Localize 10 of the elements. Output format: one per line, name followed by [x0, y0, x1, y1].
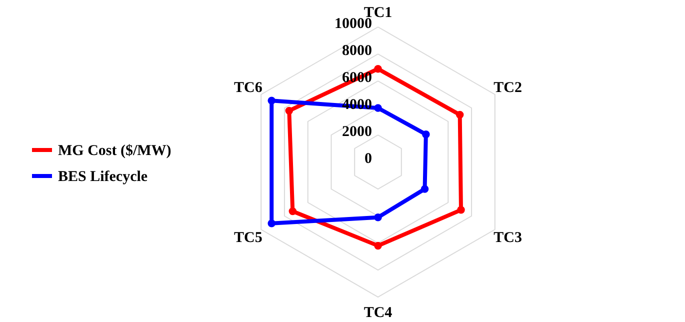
spoke-label: TC5 — [234, 230, 262, 246]
legend-label: BES Lifecycle — [58, 169, 148, 185]
spoke-label: TC6 — [234, 80, 263, 96]
spoke-label: TC3 — [494, 230, 522, 246]
spoke-label: TC2 — [494, 80, 522, 96]
spoke-label: TC4 — [364, 304, 393, 321]
y-tick-label: 8000 — [342, 43, 372, 59]
y-tick-label: 2000 — [342, 124, 372, 140]
legend-label: MG Cost ($/MW) — [58, 143, 172, 159]
y-tick-label: 0 — [364, 151, 372, 167]
